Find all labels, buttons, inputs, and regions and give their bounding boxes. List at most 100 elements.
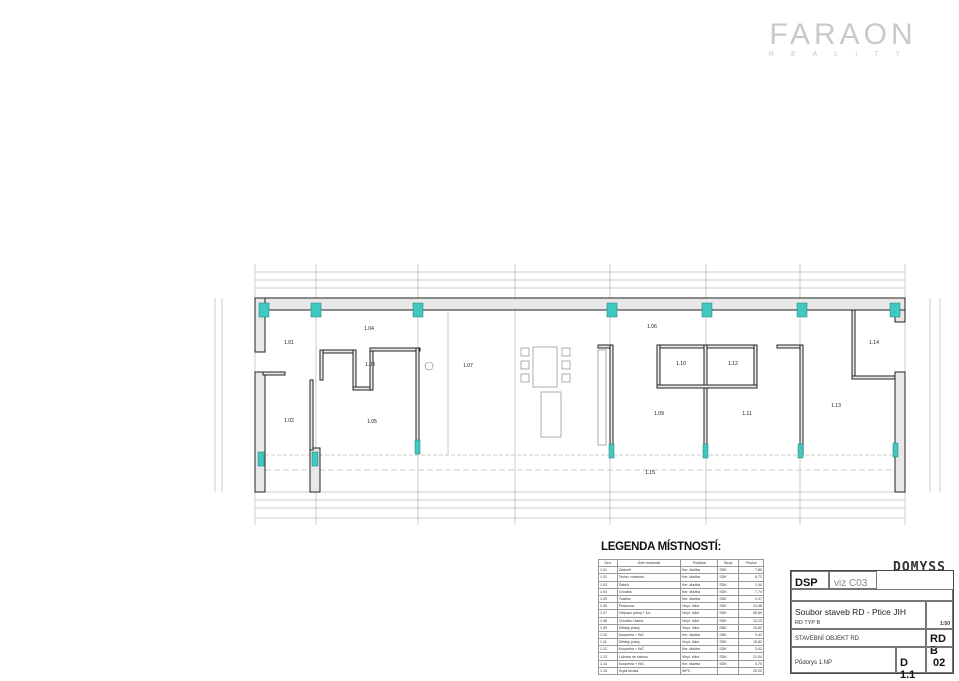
legend-cell-floor: Vinyl. dílce xyxy=(680,609,719,618)
legend-cell-area: 15,82 xyxy=(738,623,764,632)
legend-cell-area: 55,80 xyxy=(738,609,764,618)
furniture xyxy=(424,346,607,446)
legend-cell-floor: Vinyl. dílce xyxy=(680,638,719,647)
legend-cell-floor: Ker. dlažba xyxy=(680,587,719,596)
room-label: 1.11 xyxy=(742,411,752,417)
legend-cell-name: Koupelna + WC xyxy=(616,645,682,654)
legend-cell-ceiling: SDK xyxy=(717,573,740,582)
legend-cell-area: 2,47 xyxy=(738,594,764,604)
reference: viz C03 xyxy=(834,578,868,589)
legend-cell-area: 7,80 xyxy=(738,566,764,575)
legend-cell-ceiling: SDK xyxy=(717,609,740,618)
project-type: RD TYP B xyxy=(795,620,821,626)
legend-column-header: Strop xyxy=(717,558,740,568)
legend-cell-floor: Ker. dlažba xyxy=(680,566,719,575)
object-name: STAVEBNÍ OBJEKT RD xyxy=(795,636,860,642)
legend-cell-ceiling: SDK xyxy=(717,645,740,654)
legend-cell-id: 1.08 xyxy=(598,616,618,625)
legend-cell-name: Šatník xyxy=(616,580,682,589)
legend-cell-name: Toaleta xyxy=(616,594,682,604)
legend-row: 1.07 Obývací pokoj + k.k. Vinyl. dílce SDK 5… xyxy=(598,609,764,618)
legend-cell-ceiling: SDK xyxy=(717,659,740,668)
legend-cell-id: 1.05 xyxy=(598,594,618,604)
room-label: 1.06 xyxy=(647,324,657,330)
legend-cell-area: 4,70 xyxy=(738,659,764,668)
legend-cell-id: 1.07 xyxy=(598,609,618,618)
legend-cell-area: 3,42 xyxy=(738,645,764,654)
legend-row: 1.06 Pracovna Vinyl. dílce SDK 14,48 xyxy=(598,602,764,611)
legend-column-header: Ozn. xyxy=(598,558,618,568)
legend-cell-area: 15,82 xyxy=(738,638,764,647)
legend-cell-id: 1.02 xyxy=(598,573,618,582)
legend-cell-id: 1.14 xyxy=(598,659,618,668)
legend-cell-name: Chodba / šatna xyxy=(616,616,682,625)
legend-cell-area: 1,50 xyxy=(738,580,764,589)
room-label: 1.02 xyxy=(284,418,294,424)
legend-column-header: Podlaha xyxy=(680,558,719,568)
legend-cell-name: Dětský pokoj xyxy=(616,638,682,647)
legend-cell-area: 25,00 xyxy=(738,666,764,676)
room-label: 1.07 xyxy=(463,363,473,369)
legend-cell-ceiling: SDK xyxy=(717,566,740,575)
legend-row: 1.11 Dětský pokoj Vinyl. dílce SDK 15,82 xyxy=(598,638,764,647)
room-label: 1.15 xyxy=(645,470,655,476)
legend-cell-floor: Vinyl. dílce xyxy=(680,623,719,632)
legend-cell-id: 1.10 xyxy=(598,630,618,640)
stage: DSP xyxy=(795,577,818,589)
walls xyxy=(254,297,906,493)
room-label: 1.09 xyxy=(654,411,664,417)
legend-cell-name: Krytá terasa xyxy=(616,666,682,676)
legend-row: 1.12 Koupelna + WC Ker. dlažba SDK 3,42 xyxy=(598,645,764,654)
legend-cell-area: 21,04 xyxy=(738,652,764,661)
room-label: 1.12 xyxy=(728,361,738,367)
legend-cell-area: 3,42 xyxy=(738,630,764,640)
sheet-number: 02 xyxy=(933,657,946,669)
legend-cell-name: Ložnice se šatnou xyxy=(616,652,682,661)
legend-cell-id: 1.09 xyxy=(598,623,618,632)
legend-cell-id: 1.11 xyxy=(598,638,618,647)
room-label: 1.04 xyxy=(364,326,374,332)
legend-cell-area: 8,72 xyxy=(738,573,764,582)
legend-cell-name: Pracovna xyxy=(616,602,682,611)
room-label: 1.10 xyxy=(676,361,686,367)
legend-cell-ceiling: SDK xyxy=(717,630,740,640)
room-label: 1.01 xyxy=(284,340,294,346)
scale: 1:50 xyxy=(939,621,950,627)
room-label: 1.03 xyxy=(365,362,375,368)
legend-cell-name: Obývací pokoj + k.k. xyxy=(616,609,682,618)
columns xyxy=(257,302,901,467)
legend-cell-name: Techn. místnost xyxy=(616,573,682,582)
legend-row: 1.15 Krytá terasa WPC 25,00 xyxy=(598,666,764,676)
legend-cell-floor: Ker. dlažba xyxy=(680,630,719,640)
legend-cell-ceiling: SDK xyxy=(717,594,740,604)
legend-row: 1.14 Koupelna + WC Ker. dlažba SDK 4,70 xyxy=(598,659,764,668)
legend-row: 1.08 Chodba / šatna Vinyl. dílce SDK 13,13 xyxy=(598,616,764,625)
room-legend-table: Ozn. Účel místnosti Podlaha Strop Plocha 1.0… xyxy=(598,558,764,676)
object-code: RD B xyxy=(930,633,946,657)
legend-cell-ceiling: SDK xyxy=(717,580,740,589)
legend-row: 1.09 Dětský pokoj Vinyl. dílce SDK 15,82 xyxy=(598,623,764,632)
legend-cell-floor: Vinyl. dílce xyxy=(680,616,719,625)
legend-cell-id: 1.04 xyxy=(598,587,618,596)
legend-cell-name: Koupelna + WC xyxy=(616,630,682,640)
project-name: Soubor staveb RD - Ptice JIH xyxy=(795,607,907,617)
legend-cell-id: 1.13 xyxy=(598,652,618,661)
legend-row: 1.10 Koupelna + WC Ker. dlažba SDK 3,42 xyxy=(598,630,764,640)
room-label: 1.13 xyxy=(831,403,841,409)
drawing-name: Půdorys 1.NP xyxy=(795,660,833,666)
legend-cell-id: 1.06 xyxy=(598,602,618,611)
legend-cell-floor: Ker. dlažba xyxy=(680,573,719,582)
legend-cell-ceiling: SDK xyxy=(717,623,740,632)
legend-cell-ceiling: SDK xyxy=(717,638,740,647)
legend-cell-floor: Ker. dlažba xyxy=(680,645,719,654)
legend-row: 1.01 Zádveří Ker. dlažba SDK 7,80 xyxy=(598,566,764,575)
legend-cell-id: 1.12 xyxy=(598,645,618,654)
faraon-reality-logo: FARAON REALITY xyxy=(748,20,938,60)
legend-cell-ceiling xyxy=(717,666,740,676)
legend-cell-id: 1.15 xyxy=(598,666,618,676)
room-label: 1.05 xyxy=(367,419,377,425)
legend-cell-floor: Ker. dlažba xyxy=(680,580,719,589)
legend-cell-id: 1.03 xyxy=(598,580,618,589)
legend-row: 1.05 Toaleta Ker. dlažba SDK 2,47 xyxy=(598,594,764,604)
legend-row: 1.13 Ložnice se šatnou Vinyl. dílce SDK 21,0… xyxy=(598,652,764,661)
